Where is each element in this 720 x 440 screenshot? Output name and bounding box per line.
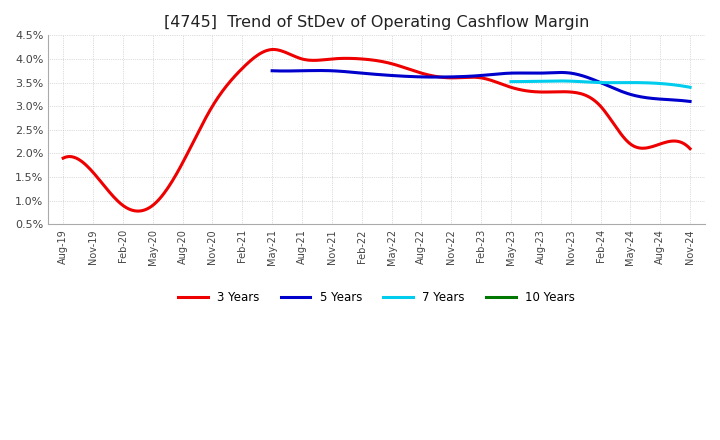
3 Years xyxy=(591,99,600,104)
Line: 3 Years: 3 Years xyxy=(63,49,690,211)
7 Years xyxy=(658,81,667,86)
3 Years xyxy=(61,154,70,160)
3 Years xyxy=(446,75,455,81)
5 Years xyxy=(518,70,526,76)
7 Years xyxy=(507,79,516,84)
7 Years xyxy=(617,80,626,85)
5 Years xyxy=(315,68,324,73)
Legend: 3 Years, 5 Years, 7 Years, 10 Years: 3 Years, 5 Years, 7 Years, 10 Years xyxy=(174,286,580,309)
3 Years xyxy=(59,155,68,161)
5 Years xyxy=(685,99,694,104)
3 Years xyxy=(269,47,277,52)
7 Years xyxy=(613,80,622,85)
5 Years xyxy=(517,70,526,76)
5 Years xyxy=(648,96,657,101)
3 Years xyxy=(436,74,445,80)
5 Years xyxy=(525,70,534,76)
7 Years xyxy=(614,80,623,85)
7 Years xyxy=(554,78,562,84)
Line: 5 Years: 5 Years xyxy=(272,70,690,102)
7 Years xyxy=(507,79,516,84)
5 Years xyxy=(269,68,278,73)
3 Years xyxy=(631,144,640,150)
Line: 7 Years: 7 Years xyxy=(511,81,690,87)
3 Years xyxy=(434,74,443,80)
7 Years xyxy=(670,82,678,88)
5 Years xyxy=(621,90,630,95)
3 Years xyxy=(135,209,143,214)
Title: [4745]  Trend of StDev of Operating Cashflow Margin: [4745] Trend of StDev of Operating Cashf… xyxy=(164,15,589,30)
3 Years xyxy=(685,146,694,151)
5 Years xyxy=(268,68,276,73)
7 Years xyxy=(685,84,694,90)
